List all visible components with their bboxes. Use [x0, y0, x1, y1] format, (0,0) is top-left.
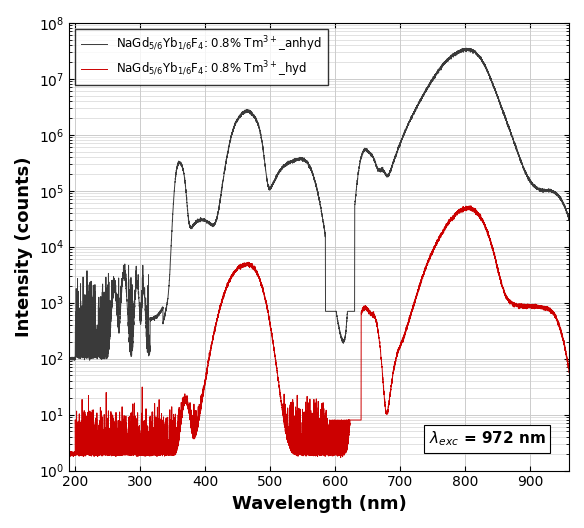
Y-axis label: Intensity (counts): Intensity (counts)	[15, 156, 33, 337]
NaGd$_{5/6}$Yb$_{1/6}$F$_4$: 0.8% Tm$^{3+}$_hyd: (341, 3.85): 0.8% Tm$^{3+}$_hyd: (341, 3.85)	[164, 435, 171, 441]
Legend: NaGd$_{5/6}$Yb$_{1/6}$F$_4$: 0.8% Tm$^{3+}$_anhyd, NaGd$_{5/6}$Yb$_{1/6}$F$_4$: : NaGd$_{5/6}$Yb$_{1/6}$F$_4$: 0.8% Tm$^{3…	[75, 29, 328, 84]
Line: NaGd$_{5/6}$Yb$_{1/6}$F$_4$: 0.8% Tm$^{3+}$_anhyd: NaGd$_{5/6}$Yb$_{1/6}$F$_4$: 0.8% Tm$^{3…	[69, 48, 569, 361]
NaGd$_{5/6}$Yb$_{1/6}$F$_4$: 0.8% Tm$^{3+}$_anhyd: (190, 105): 0.8% Tm$^{3+}$_anhyd: (190, 105)	[65, 354, 72, 361]
NaGd$_{5/6}$Yb$_{1/6}$F$_4$: 0.8% Tm$^{3+}$_hyd: (609, 1.71): 0.8% Tm$^{3+}$_hyd: (609, 1.71)	[337, 455, 344, 461]
X-axis label: Wavelength (nm): Wavelength (nm)	[231, 495, 406, 513]
NaGd$_{5/6}$Yb$_{1/6}$F$_4$: 0.8% Tm$^{3+}$_anhyd: (566, 1.94e+05): 0.8% Tm$^{3+}$_anhyd: (566, 1.94e+05)	[310, 172, 317, 178]
NaGd$_{5/6}$Yb$_{1/6}$F$_4$: 0.8% Tm$^{3+}$_anhyd: (802, 3.53e+07): 0.8% Tm$^{3+}$_anhyd: (802, 3.53e+07)	[463, 45, 470, 51]
NaGd$_{5/6}$Yb$_{1/6}$F$_4$: 0.8% Tm$^{3+}$_hyd: (919, 778): 0.8% Tm$^{3+}$_hyd: (919, 778)	[539, 306, 546, 312]
NaGd$_{5/6}$Yb$_{1/6}$F$_4$: 0.8% Tm$^{3+}$_hyd: (193, 1.96): 0.8% Tm$^{3+}$_hyd: (193, 1.96)	[68, 451, 75, 457]
NaGd$_{5/6}$Yb$_{1/6}$F$_4$: 0.8% Tm$^{3+}$_anhyd: (919, 9.77e+04): 0.8% Tm$^{3+}$_anhyd: (919, 9.77e+04)	[539, 188, 546, 194]
Line: NaGd$_{5/6}$Yb$_{1/6}$F$_4$: 0.8% Tm$^{3+}$_hyd: NaGd$_{5/6}$Yb$_{1/6}$F$_4$: 0.8% Tm$^{3…	[69, 206, 569, 458]
NaGd$_{5/6}$Yb$_{1/6}$F$_4$: 0.8% Tm$^{3+}$_anhyd: (960, 3.24e+04): 0.8% Tm$^{3+}$_anhyd: (960, 3.24e+04)	[565, 215, 572, 221]
NaGd$_{5/6}$Yb$_{1/6}$F$_4$: 0.8% Tm$^{3+}$_anhyd: (190, 92): 0.8% Tm$^{3+}$_anhyd: (190, 92)	[65, 357, 72, 364]
NaGd$_{5/6}$Yb$_{1/6}$F$_4$: 0.8% Tm$^{3+}$_hyd: (236, 4.24): 0.8% Tm$^{3+}$_hyd: (236, 4.24)	[95, 432, 102, 439]
Text: $\lambda_{exc}$ = 972 nm: $\lambda_{exc}$ = 972 nm	[429, 429, 546, 448]
NaGd$_{5/6}$Yb$_{1/6}$F$_4$: 0.8% Tm$^{3+}$_hyd: (222, 2.12): 0.8% Tm$^{3+}$_hyd: (222, 2.12)	[86, 449, 93, 456]
NaGd$_{5/6}$Yb$_{1/6}$F$_4$: 0.8% Tm$^{3+}$_hyd: (960, 56.5): 0.8% Tm$^{3+}$_hyd: (960, 56.5)	[565, 369, 572, 375]
NaGd$_{5/6}$Yb$_{1/6}$F$_4$: 0.8% Tm$^{3+}$_anhyd: (194, 101): 0.8% Tm$^{3+}$_anhyd: (194, 101)	[68, 355, 75, 362]
NaGd$_{5/6}$Yb$_{1/6}$F$_4$: 0.8% Tm$^{3+}$_anhyd: (236, 177): 0.8% Tm$^{3+}$_anhyd: (236, 177)	[95, 342, 102, 348]
NaGd$_{5/6}$Yb$_{1/6}$F$_4$: 0.8% Tm$^{3+}$_hyd: (566, 8.8): 0.8% Tm$^{3+}$_hyd: (566, 8.8)	[310, 414, 317, 421]
NaGd$_{5/6}$Yb$_{1/6}$F$_4$: 0.8% Tm$^{3+}$_hyd: (807, 5.37e+04): 0.8% Tm$^{3+}$_hyd: (807, 5.37e+04)	[467, 203, 474, 209]
NaGd$_{5/6}$Yb$_{1/6}$F$_4$: 0.8% Tm$^{3+}$_hyd: (190, 1.99): 0.8% Tm$^{3+}$_hyd: (190, 1.99)	[65, 451, 72, 457]
NaGd$_{5/6}$Yb$_{1/6}$F$_4$: 0.8% Tm$^{3+}$_anhyd: (222, 1.29e+03): 0.8% Tm$^{3+}$_anhyd: (222, 1.29e+03)	[86, 293, 93, 299]
NaGd$_{5/6}$Yb$_{1/6}$F$_4$: 0.8% Tm$^{3+}$_anhyd: (341, 892): 0.8% Tm$^{3+}$_anhyd: (341, 892)	[164, 303, 171, 309]
